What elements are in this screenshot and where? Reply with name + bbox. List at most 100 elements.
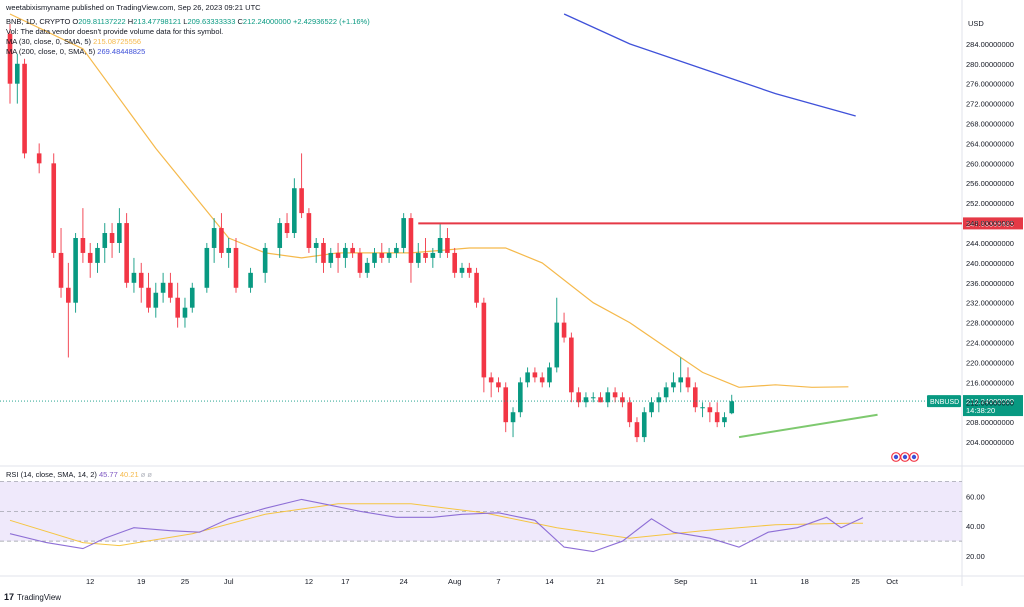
candle bbox=[233, 238, 239, 293]
rsi-pane: 60.00 40.00 20.00 bbox=[0, 481, 985, 561]
candle-body bbox=[656, 397, 662, 403]
candle bbox=[532, 367, 538, 383]
candle bbox=[66, 262, 71, 358]
candle-body bbox=[671, 382, 676, 388]
ma30-legend[interactable]: MA (30, close, 0, SMA, 5) 215.08725556 bbox=[6, 37, 142, 46]
candle bbox=[678, 357, 684, 393]
candle bbox=[248, 267, 253, 293]
moving-averages bbox=[9, 13, 856, 388]
candle-body bbox=[430, 252, 436, 258]
candle bbox=[437, 223, 443, 258]
rsi-ma-value: 40.21 bbox=[119, 470, 139, 479]
candle bbox=[627, 397, 632, 428]
rsi-legend[interactable]: RSI (14, close, SMA, 14, 2) 45.77 40.21 … bbox=[6, 470, 152, 479]
candle-body bbox=[313, 242, 319, 248]
candle-body bbox=[539, 377, 545, 383]
time-tick-label: 11 bbox=[750, 577, 758, 586]
candle-body bbox=[612, 392, 618, 398]
rsi-tick-label: 20.00 bbox=[966, 552, 985, 561]
price-tick-label: 240.00000000 bbox=[966, 259, 1014, 268]
candle bbox=[466, 262, 472, 278]
candle bbox=[182, 297, 188, 328]
candle bbox=[525, 367, 530, 388]
candle-body bbox=[714, 412, 720, 423]
candle-body bbox=[350, 247, 355, 253]
event-marker-dot bbox=[902, 454, 908, 460]
candle-body bbox=[117, 223, 122, 243]
candle bbox=[379, 242, 385, 263]
candle bbox=[109, 223, 115, 258]
candle-body bbox=[685, 377, 691, 388]
resistance-price-tag bbox=[963, 217, 1023, 230]
symbol-ohlc-line: BNB, 1D, CRYPTO O209.81137222 H213.47798… bbox=[6, 17, 370, 26]
candle bbox=[685, 367, 691, 393]
grid-layer bbox=[0, 0, 1024, 586]
candle-body bbox=[394, 247, 399, 253]
candle-body bbox=[547, 367, 552, 383]
candle bbox=[51, 153, 57, 258]
candle-body bbox=[22, 63, 27, 154]
candle bbox=[219, 213, 224, 258]
candle-body bbox=[36, 153, 42, 164]
candle bbox=[189, 282, 195, 313]
price-axis[interactable]: USD 284.00000000 280.00000000 276.00000000 2… bbox=[966, 19, 1014, 447]
candle bbox=[576, 387, 581, 408]
time-tick-label: 17 bbox=[341, 577, 349, 586]
candles[interactable] bbox=[7, 23, 735, 443]
candle bbox=[175, 282, 180, 328]
time-tick-label: 25 bbox=[181, 577, 189, 586]
candle bbox=[226, 238, 232, 268]
candle bbox=[364, 257, 370, 278]
time-tick-label: 21 bbox=[596, 577, 604, 586]
price-tick-label: 216.00000000 bbox=[966, 378, 1014, 387]
candle bbox=[547, 362, 552, 388]
candle-body bbox=[496, 382, 501, 388]
volume-note: Vol: The data vendor doesn't provide vol… bbox=[6, 27, 224, 36]
candle-body bbox=[306, 213, 312, 248]
rsi-ma-line bbox=[9, 503, 863, 547]
candle-body bbox=[678, 377, 684, 383]
candle bbox=[7, 23, 13, 104]
low-value: 209.63333333 bbox=[187, 17, 236, 26]
ma200-legend[interactable]: MA (200, close, 0, SMA, 5) 269.48448825 bbox=[6, 47, 146, 56]
candle bbox=[423, 238, 428, 263]
candle bbox=[415, 242, 421, 268]
tradingview-branding[interactable]: 17 TradingView bbox=[4, 592, 61, 602]
price-tick-label: 236.00000000 bbox=[966, 279, 1014, 288]
price-tick-label: 208.00000000 bbox=[966, 418, 1014, 427]
candle bbox=[722, 412, 727, 428]
rsi-value: 45.77 bbox=[98, 470, 118, 479]
candle-body bbox=[452, 252, 458, 273]
candle bbox=[292, 178, 297, 238]
candle bbox=[561, 312, 567, 343]
close-value: 212.24000000 bbox=[242, 17, 291, 26]
candle bbox=[372, 247, 377, 268]
currency-label: USD bbox=[968, 19, 984, 28]
candle-body bbox=[343, 247, 348, 258]
candle bbox=[357, 247, 363, 278]
last-price-label: 212.24000000 bbox=[966, 397, 1014, 406]
candle-body bbox=[364, 262, 370, 273]
candle-body bbox=[474, 272, 479, 303]
candle-body bbox=[248, 272, 253, 288]
candle bbox=[605, 387, 611, 408]
candle-body bbox=[729, 401, 735, 414]
time-tick-label: 12 bbox=[305, 577, 313, 586]
candle-body bbox=[226, 247, 232, 253]
candle-body bbox=[641, 412, 647, 438]
time-tick-label: Oct bbox=[886, 577, 899, 586]
candle-body bbox=[284, 223, 290, 234]
candle bbox=[95, 242, 100, 273]
candle-body bbox=[14, 63, 20, 84]
time-axis[interactable]: 12 19 25 Jul 12 17 24 Aug 7 14 21 Sep 11 18 25 Oct bbox=[86, 577, 899, 586]
rsi-line bbox=[9, 498, 864, 553]
candle bbox=[102, 223, 108, 263]
candle-body bbox=[189, 287, 195, 308]
price-tick-label: 224.00000000 bbox=[966, 339, 1014, 348]
candle bbox=[496, 377, 501, 393]
candle-body bbox=[328, 252, 334, 263]
time-tick-label: Jul bbox=[224, 577, 234, 586]
price-tick-label: 268.00000000 bbox=[966, 120, 1014, 129]
candle bbox=[146, 272, 151, 313]
